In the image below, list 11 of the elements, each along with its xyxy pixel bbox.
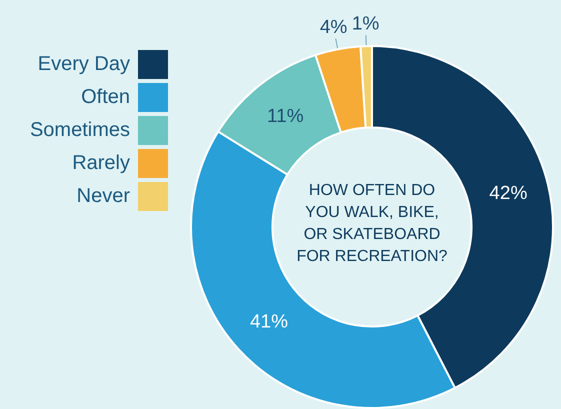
legend-label: Sometimes [30,119,130,142]
legend-label: Never [76,185,130,208]
text: HOW OFTEN DO YOU WALK, BIKE, OR SKATEBOARD FOR RECREATION? [296,181,448,267]
legend-label: Rarely [72,152,130,175]
data-label: 42% [489,183,528,204]
data-label: 1% [352,13,380,34]
legend-label: Every Day [38,53,130,76]
data-label: 41% [250,311,288,332]
data-label: 4% [320,16,348,38]
data-label: 11% [266,106,304,127]
legend-label: Often [81,86,130,109]
